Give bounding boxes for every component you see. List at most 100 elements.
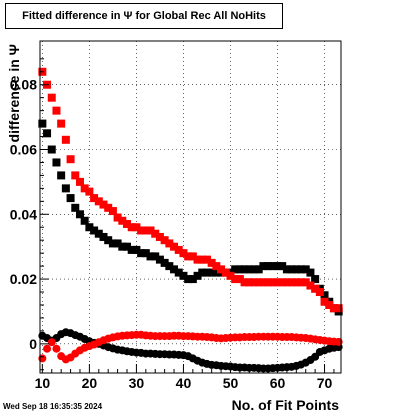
data-point-square xyxy=(268,262,277,271)
data-point-square xyxy=(61,135,70,144)
data-point-square xyxy=(287,278,296,287)
data-point-square xyxy=(249,278,258,287)
data-point-square xyxy=(320,291,329,300)
data-point-square xyxy=(235,265,244,274)
data-point-square xyxy=(118,216,127,225)
data-point-square xyxy=(320,297,329,306)
data-point-square xyxy=(240,278,249,287)
y-tick-label: 0 xyxy=(29,336,37,352)
data-point-square xyxy=(202,255,211,264)
data-point-square xyxy=(264,278,273,287)
chart-title-box: Fitted difference in Ψ for Global Rec Al… xyxy=(5,3,283,29)
x-tick-label: 70 xyxy=(317,375,333,391)
y-tick-label: 0.02 xyxy=(10,271,37,287)
x-tick-label: 30 xyxy=(129,375,145,391)
data-point-square xyxy=(226,271,235,280)
data-point-square xyxy=(217,265,226,274)
data-point-square xyxy=(99,232,108,241)
data-point-square xyxy=(231,265,240,274)
data-point-square xyxy=(47,93,56,102)
data-point-square xyxy=(188,275,197,284)
data-point-square xyxy=(52,106,61,115)
data-point-square xyxy=(179,249,188,258)
data-point-square xyxy=(282,265,291,274)
data-point-square xyxy=(329,304,338,313)
data-point-square xyxy=(306,281,315,290)
data-point-square xyxy=(113,213,122,222)
chart-title: Fitted difference in Ψ for Global Rec Al… xyxy=(22,10,266,22)
y-tick-label: 0.06 xyxy=(10,142,37,158)
data-point-square xyxy=(221,268,230,277)
data-point-square xyxy=(245,278,254,287)
y-tick-label: 0.04 xyxy=(10,206,37,222)
data-point-square xyxy=(155,255,164,264)
x-axis-label: No. of Fit Points xyxy=(232,397,340,413)
data-point-square xyxy=(297,265,306,274)
axis-ticks xyxy=(40,58,335,373)
data-point-square xyxy=(132,223,141,232)
data-point-square xyxy=(75,177,84,186)
data-point-square xyxy=(123,242,132,251)
data-point-square xyxy=(174,245,183,254)
data-point-square xyxy=(66,194,75,203)
data-point-square xyxy=(259,278,268,287)
data-point-square xyxy=(292,278,301,287)
data-point-square xyxy=(231,275,240,284)
data-point-square xyxy=(165,262,174,271)
data-point-square xyxy=(282,278,291,287)
data-point-circle xyxy=(52,344,61,353)
data-point-square xyxy=(151,252,160,261)
data-point-square xyxy=(104,236,113,245)
data-point-square xyxy=(278,262,287,271)
data-point-square xyxy=(297,278,306,287)
data-point-square xyxy=(113,239,122,248)
data-point-square xyxy=(80,216,89,225)
data-point-square xyxy=(75,210,84,219)
y-tick-label: 0.08 xyxy=(10,77,37,93)
x-tick-label: 50 xyxy=(223,375,239,391)
data-point-square xyxy=(108,207,117,216)
data-point-square xyxy=(254,278,263,287)
data-point-square xyxy=(273,262,282,271)
data-point-square xyxy=(108,239,117,248)
y-axis-label: difference in Ψ xyxy=(6,44,22,142)
data-point-square xyxy=(184,275,193,284)
data-point-square xyxy=(254,265,263,274)
data-point-square xyxy=(80,184,89,193)
data-point-square xyxy=(311,284,320,293)
data-point-square xyxy=(179,271,188,280)
data-point-square xyxy=(137,226,146,235)
data-point-square xyxy=(202,268,211,277)
x-tick-label: 10 xyxy=(35,375,51,391)
data-point-square xyxy=(94,229,103,238)
data-point-square xyxy=(71,171,80,180)
tick-labels: 10 20 30 40 50 60 70 0 0.02 0.04 0.06 0.08 xyxy=(10,77,333,391)
data-point-square xyxy=(61,184,70,193)
data-point-square xyxy=(160,258,169,267)
data-point-square xyxy=(99,200,108,209)
data-point-square xyxy=(165,239,174,248)
data-point-square xyxy=(207,268,216,277)
data-point-square xyxy=(151,229,160,238)
data-point-square xyxy=(43,129,52,138)
data-point-square xyxy=(188,252,197,261)
grid-lines xyxy=(40,41,341,373)
data-point-square xyxy=(137,249,146,258)
data-point-square xyxy=(146,226,155,235)
data-point-square xyxy=(127,223,136,232)
data-point-square xyxy=(301,278,310,287)
data-point-square xyxy=(292,265,301,274)
data-point-square xyxy=(146,252,155,261)
data-point-square xyxy=(198,268,207,277)
data-point-square xyxy=(141,226,150,235)
data-point-square xyxy=(155,232,164,241)
data-point-square xyxy=(278,278,287,287)
data-point-square xyxy=(174,268,183,277)
x-tick-label: 20 xyxy=(82,375,98,391)
data-point-square xyxy=(207,258,216,267)
data-point-square xyxy=(66,155,75,164)
data-point-square xyxy=(334,304,343,313)
data-point-square xyxy=(85,187,94,196)
data-point-square xyxy=(184,252,193,261)
